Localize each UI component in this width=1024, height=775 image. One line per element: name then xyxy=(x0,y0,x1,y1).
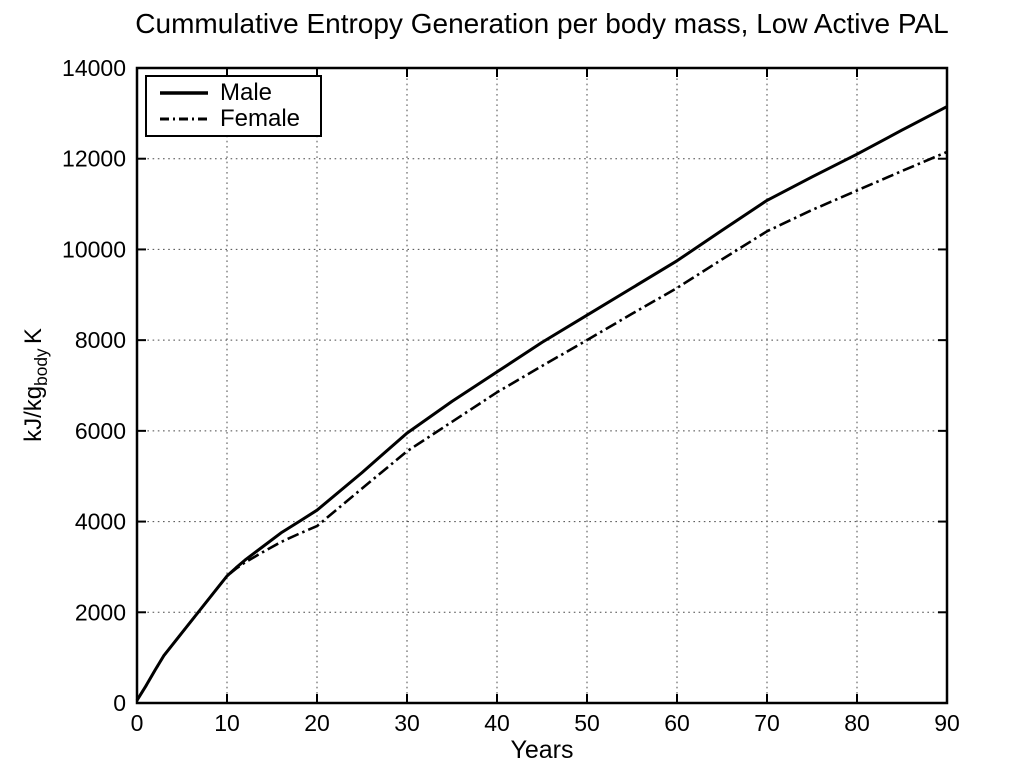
x-tick-label: 90 xyxy=(934,710,960,736)
y-tick-label: 8000 xyxy=(75,327,126,353)
y-tick-label: 4000 xyxy=(75,509,126,535)
male-line-sample xyxy=(160,91,208,95)
female-line-sample xyxy=(160,117,208,121)
x-tick-label: 20 xyxy=(304,710,330,736)
legend-item-male: Male xyxy=(147,81,320,105)
x-tick-label: 50 xyxy=(574,710,600,736)
y-tick-label: 12000 xyxy=(62,146,126,172)
male-line xyxy=(135,105,948,702)
y-tick-label: 14000 xyxy=(62,55,126,81)
legend-label-male: Male xyxy=(220,79,273,106)
legend: Male Female xyxy=(145,75,322,137)
chart-title: Cummulative Entropy Generation per body … xyxy=(135,8,949,39)
x-tick-label: 10 xyxy=(214,710,240,736)
x-tick-label: 0 xyxy=(131,710,144,736)
y-tick-label: 10000 xyxy=(62,236,126,262)
x-tick-label: 40 xyxy=(484,710,510,736)
female-line xyxy=(135,150,948,701)
legend-item-female: Female xyxy=(147,107,320,131)
x-axis-label: Years xyxy=(510,736,574,764)
x-tick-label: 70 xyxy=(754,710,780,736)
legend-label-female: Female xyxy=(220,105,301,132)
x-tick-label: 80 xyxy=(844,710,870,736)
x-tick-label: 60 xyxy=(664,710,690,736)
y-tick-label: 2000 xyxy=(75,599,126,625)
y-tick-label: 6000 xyxy=(75,418,126,444)
x-tick-label: 30 xyxy=(394,710,420,736)
plot-frame xyxy=(135,66,949,705)
y-tick-label: 0 xyxy=(113,690,126,716)
